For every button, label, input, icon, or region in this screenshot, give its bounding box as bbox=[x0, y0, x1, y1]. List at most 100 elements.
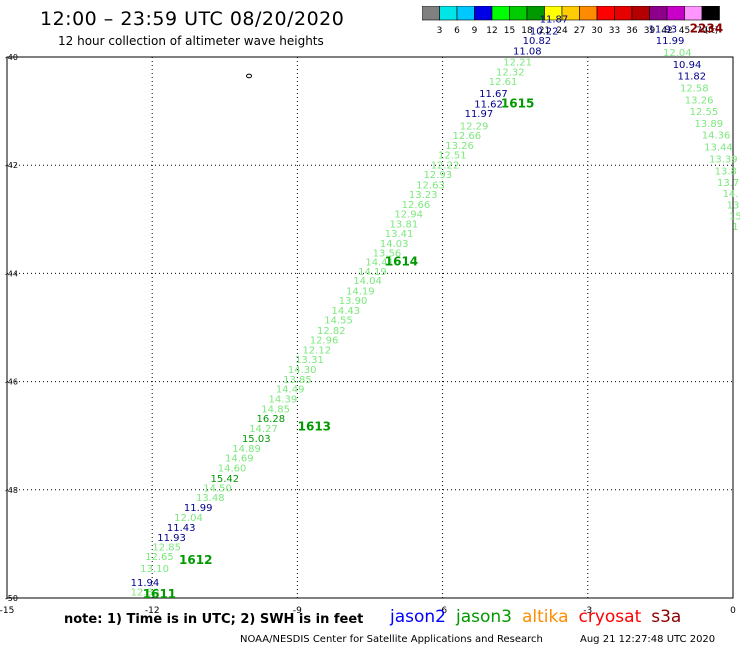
swh-value-label: 13.26 bbox=[685, 96, 714, 107]
legend-jason2: jason2 bbox=[390, 607, 446, 627]
colorbar-tick-label: 21 bbox=[539, 26, 550, 36]
swh-value-label: 14.85 bbox=[261, 404, 290, 415]
swh-value-label: 14.04 bbox=[353, 276, 382, 287]
credit-text: NOAA/NESDIS Center for Satellite Applica… bbox=[240, 634, 543, 645]
swh-value-label: 1 bbox=[732, 222, 738, 233]
swh-value-label: 12.96 bbox=[310, 336, 339, 347]
colorbar-tick-label: 24 bbox=[556, 26, 568, 36]
swh-value-label: 12.32 bbox=[496, 67, 525, 78]
colorbar-tick-label: 12 bbox=[486, 26, 497, 36]
swh-value-label: 12.04 bbox=[174, 513, 203, 524]
lon-tick-label: 0 bbox=[730, 606, 736, 616]
island-outline bbox=[246, 73, 252, 79]
legend-cryosat: cryosat bbox=[578, 607, 642, 627]
orbit-number-label: 1611 bbox=[143, 587, 176, 601]
swh-value-label: 14.19 bbox=[358, 267, 387, 278]
swh-value-label: 14.39 bbox=[269, 395, 298, 406]
swh-value-label: 13.41 bbox=[385, 229, 414, 240]
swh-colorbar: 3 6 9 12 15 18 21 24 27 30 33 36 39 42 45 70(ft) bbox=[422, 6, 720, 36]
swh-value-label: 11.99 bbox=[184, 503, 213, 514]
lon-tick-label: -3 bbox=[583, 606, 592, 616]
colorbar-swatch bbox=[701, 6, 720, 21]
map-frame bbox=[6, 56, 734, 599]
swh-value-label: 14.60 bbox=[218, 463, 247, 474]
swh-value-label: 13.56 bbox=[373, 249, 402, 260]
swh-value-label: 12.93 bbox=[423, 170, 452, 181]
colorbar-tick-label: 3 bbox=[437, 26, 443, 36]
swh-value-label: 13.90 bbox=[339, 296, 368, 307]
colorbar-tick-label: 6 bbox=[454, 26, 460, 36]
swh-value-label: 12.85 bbox=[152, 542, 181, 553]
swh-value-label: 12.66 bbox=[402, 200, 431, 211]
swh-value-label: 12.04 bbox=[663, 48, 692, 59]
lon-tick-label: -15 bbox=[0, 606, 14, 616]
legend-s3a: s3a bbox=[651, 607, 682, 627]
map-title: 12:00 – 23:59 UTC 08/20/2020 bbox=[40, 8, 345, 30]
swh-value-label: 12.82 bbox=[317, 326, 346, 337]
swh-value-label: 12.51 bbox=[438, 151, 467, 162]
swh-value-label: 14.55 bbox=[324, 316, 353, 327]
swh-value-label: 13.31 bbox=[295, 355, 324, 366]
swh-value-label: 12.21 bbox=[503, 58, 532, 69]
swh-value-label: 14.50 bbox=[203, 483, 232, 494]
swh-value-label: 11.87 bbox=[540, 14, 569, 25]
swh-value-label: 13.81 bbox=[390, 219, 419, 230]
colorbar-tick-label: 18 bbox=[521, 26, 533, 36]
swh-value-label: 16.28 bbox=[256, 414, 285, 425]
swh-value-label: 14.36 bbox=[702, 131, 731, 142]
swh-value-label: 11.93 bbox=[157, 533, 186, 544]
lat-tick-label: -44 bbox=[5, 269, 18, 278]
swh-value-label: 13.89 bbox=[694, 119, 723, 130]
swh-value-label: 14.69 bbox=[225, 454, 254, 465]
swh-value-label: 13.8 bbox=[715, 166, 737, 177]
swh-value-label: 12.58 bbox=[680, 84, 709, 95]
colorbar-tick-label: 45 bbox=[679, 26, 690, 36]
satellite-legend: jason2 jason3 altika cryosat s3a bbox=[390, 607, 691, 627]
swh-value-label: 12.12 bbox=[302, 345, 331, 356]
lat-tick-label: -48 bbox=[5, 486, 18, 495]
swh-value-label: 12.55 bbox=[690, 107, 719, 118]
swh-value-label: 14.30 bbox=[288, 365, 317, 376]
lat-tick-label: -50 bbox=[5, 594, 18, 603]
orbit-number-label: 1612 bbox=[179, 553, 212, 567]
swh-value-label: 15 bbox=[729, 211, 740, 222]
swh-value-label: 10.22 bbox=[530, 26, 559, 37]
colorbar-tick-label: 15 bbox=[504, 26, 515, 36]
legend-jason3: jason3 bbox=[456, 607, 512, 627]
swh-value-label: 11.43 bbox=[167, 523, 196, 534]
colorbar-tick-label: 70 bbox=[696, 26, 708, 36]
orbit-number-label: 1615 bbox=[501, 96, 534, 110]
swh-value-label: 12.65 bbox=[145, 552, 174, 563]
swh-value-label: 12.29 bbox=[460, 121, 489, 132]
swh-value-label: 12.63 bbox=[416, 180, 445, 191]
lat-tick-label: -42 bbox=[5, 161, 18, 170]
swh-value-label: 11.62 bbox=[474, 99, 503, 110]
swh-value-label: 14.89 bbox=[232, 444, 261, 455]
swh-value-label: 11.67 bbox=[479, 89, 508, 100]
swh-value-label: 11.93 bbox=[648, 25, 677, 36]
swh-value-label: 15.42 bbox=[210, 474, 239, 485]
orbit-number-label: 1614 bbox=[385, 254, 418, 268]
map-subtitle: 12 hour collection of altimeter wave hei… bbox=[58, 34, 324, 48]
swh-value-label: 14.19 bbox=[346, 286, 375, 297]
swh-value-label: 13 bbox=[727, 200, 740, 211]
swh-value-label: 13.44 bbox=[704, 143, 733, 154]
swh-value-label: 13.10 bbox=[140, 564, 169, 575]
swh-value-label: 14. bbox=[723, 189, 739, 200]
swh-value-label: 14.03 bbox=[380, 239, 409, 250]
swh-value-label: 15.03 bbox=[242, 434, 271, 445]
swh-value-label: 12.61 bbox=[489, 77, 518, 88]
generation-timestamp: Aug 21 12:27:48 UTC 2020 bbox=[580, 634, 716, 645]
lat-tick-label: -46 bbox=[5, 378, 18, 387]
legend-altika: altika bbox=[522, 607, 569, 627]
swh-value-label: 11.99 bbox=[656, 36, 685, 47]
swh-value-label: 13.85 bbox=[283, 375, 312, 386]
lon-tick-label: -12 bbox=[145, 606, 160, 616]
lon-tick-label: -9 bbox=[293, 606, 302, 616]
colorbar-tick-label: 9 bbox=[472, 26, 478, 36]
colorbar-tick-label: 42 bbox=[661, 26, 672, 36]
swh-value-label: 11.82 bbox=[678, 72, 707, 83]
swh-value-label: 13.48 bbox=[196, 493, 225, 504]
swh-value-label: 11.08 bbox=[513, 46, 542, 57]
